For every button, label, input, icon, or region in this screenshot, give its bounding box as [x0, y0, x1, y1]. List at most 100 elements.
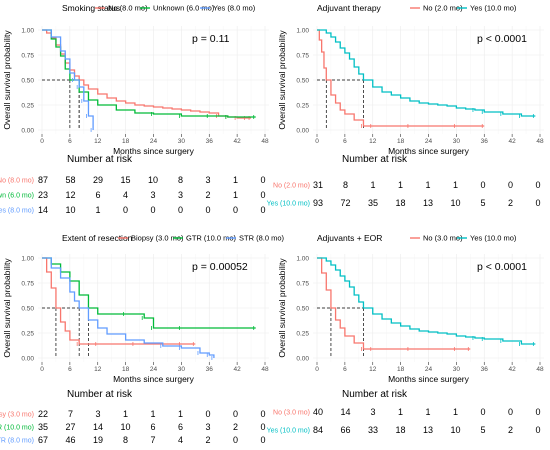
risk-cell: 10 — [120, 422, 130, 432]
risk-row-label: No (8.0 mo) — [0, 178, 34, 185]
risk-row-label: Unknown (6.0 mo) — [0, 193, 34, 200]
risk-cell: 1 — [425, 180, 430, 190]
risk-cell: 1 — [233, 175, 238, 185]
km-panel-2: 0 6 12 18 24 30 36 42 480.000.250.500.751.00Mont… — [267, 3, 544, 208]
risk-cell: 2 — [508, 425, 513, 435]
x-tick-label: 30 — [453, 366, 461, 373]
x-tick-label: 48 — [536, 366, 544, 373]
x-tick-label: 6 — [343, 138, 347, 145]
legend-label-2: GTR (10.0 mo) — [186, 234, 237, 243]
risk-cell: 2 — [205, 190, 210, 200]
km-curve-2 — [42, 29, 256, 118]
risk-cell: 2 — [205, 435, 210, 445]
y-tick-label: 0.25 — [296, 102, 309, 109]
km-curve-1 — [317, 257, 471, 350]
km-curve-3 — [42, 257, 215, 358]
median-lines — [317, 307, 364, 358]
legend-title: Adjuvants + EOR — [317, 233, 382, 243]
risk-cell: 0 — [205, 205, 210, 215]
risk-cell: 3 — [150, 190, 155, 200]
x-tick-label: 30 — [178, 138, 186, 145]
y-tick-label: 0.50 — [296, 305, 309, 312]
risk-cell: 15 — [120, 175, 130, 185]
y-tick-label: 0.75 — [21, 280, 34, 287]
risk-cell: 0 — [205, 409, 210, 419]
x-tick-label: 48 — [261, 138, 269, 145]
p-value: p = 0.11 — [192, 33, 230, 45]
risk-cell: 31 — [313, 180, 323, 190]
risk-cell: 10 — [65, 205, 75, 215]
x-tick-label: 6 — [68, 138, 72, 145]
risk-row-label: STR (8.0 mo) — [0, 438, 34, 445]
x-tick-label: 18 — [122, 138, 130, 145]
risk-cell: 0 — [260, 422, 265, 432]
x-tick-label: 48 — [261, 366, 269, 373]
risk-cell: 1 — [370, 180, 375, 190]
risk-cell: 18 — [395, 425, 405, 435]
y-tick-label: 0.25 — [21, 330, 34, 337]
risk-cell: 35 — [38, 422, 48, 432]
risk-cell: 14 — [38, 205, 48, 215]
x-tick-label: 0 — [40, 366, 44, 373]
legend-title: Extent of resection — [62, 233, 133, 243]
risk-cell: 3 — [205, 422, 210, 432]
risk-cell: 1 — [233, 190, 238, 200]
km-curve-1 — [317, 29, 485, 127]
y-tick-label: 0.50 — [21, 77, 34, 84]
risk-cell: 0 — [233, 435, 238, 445]
x-tick-label: 30 — [453, 138, 461, 145]
x-tick-label: 0 — [40, 138, 44, 145]
x-tick-label: 6 — [343, 366, 347, 373]
x-tick-label: 36 — [481, 138, 489, 145]
risk-row-label: GTR (10.0 mo) — [0, 425, 34, 432]
legend-label-2: Unknown (6.0 mo) — [153, 4, 215, 13]
risk-cell: 0 — [260, 175, 265, 185]
x-axis-title: Months since surgery — [388, 374, 470, 384]
x-tick-label: 36 — [481, 366, 489, 373]
risk-cell: 0 — [508, 407, 513, 417]
x-axis-title: Months since surgery — [388, 146, 470, 156]
risk-cell: 0 — [535, 180, 540, 190]
x-axis-title: Months since surgery — [113, 374, 195, 384]
y-tick-label: 1.00 — [21, 27, 34, 34]
risk-cell: 0 — [233, 205, 238, 215]
risk-cell: 0 — [480, 407, 485, 417]
y-tick-label: 0.75 — [296, 52, 309, 59]
legend-label-2: Yes (10.0 mo) — [470, 4, 517, 13]
km-curve-2 — [317, 29, 536, 117]
y-tick-label: 0.00 — [296, 355, 309, 362]
risk-cell: 1 — [150, 409, 155, 419]
risk-cell: 14 — [93, 422, 103, 432]
x-tick-label: 18 — [122, 366, 130, 373]
risk-cell: 13 — [423, 425, 433, 435]
risk-cell: 0 — [535, 407, 540, 417]
x-tick-label: 0 — [315, 366, 319, 373]
x-tick-label: 42 — [234, 366, 242, 373]
risk-cell: 1 — [178, 409, 183, 419]
legend-label-1: No (2.0 mo) — [423, 4, 463, 13]
legend-title: Adjuvant therapy — [317, 3, 382, 13]
risk-cell: 66 — [340, 425, 350, 435]
risk-cell: 0 — [123, 205, 128, 215]
risk-table-title: Number at risk — [342, 389, 408, 400]
x-tick-label: 12 — [369, 138, 377, 145]
risk-cell: 29 — [93, 175, 103, 185]
y-axis-title: Overall survival probability — [2, 258, 12, 358]
y-tick-label: 1.00 — [21, 255, 34, 262]
risk-cell: 4 — [123, 190, 128, 200]
risk-cell: 7 — [68, 409, 73, 419]
risk-cell: 10 — [450, 425, 460, 435]
risk-cell: 93 — [313, 198, 323, 208]
y-axis-title: Overall survival probability — [277, 258, 287, 358]
y-tick-label: 1.00 — [296, 27, 309, 34]
y-tick-label: 0.75 — [296, 280, 309, 287]
risk-cell: 5 — [480, 198, 485, 208]
risk-cell: 19 — [93, 435, 103, 445]
legend-label-1: No (3.0 mo) — [423, 234, 463, 243]
x-tick-label: 12 — [94, 366, 102, 373]
risk-table-title: Number at risk — [342, 154, 408, 165]
x-tick-label: 30 — [178, 366, 186, 373]
